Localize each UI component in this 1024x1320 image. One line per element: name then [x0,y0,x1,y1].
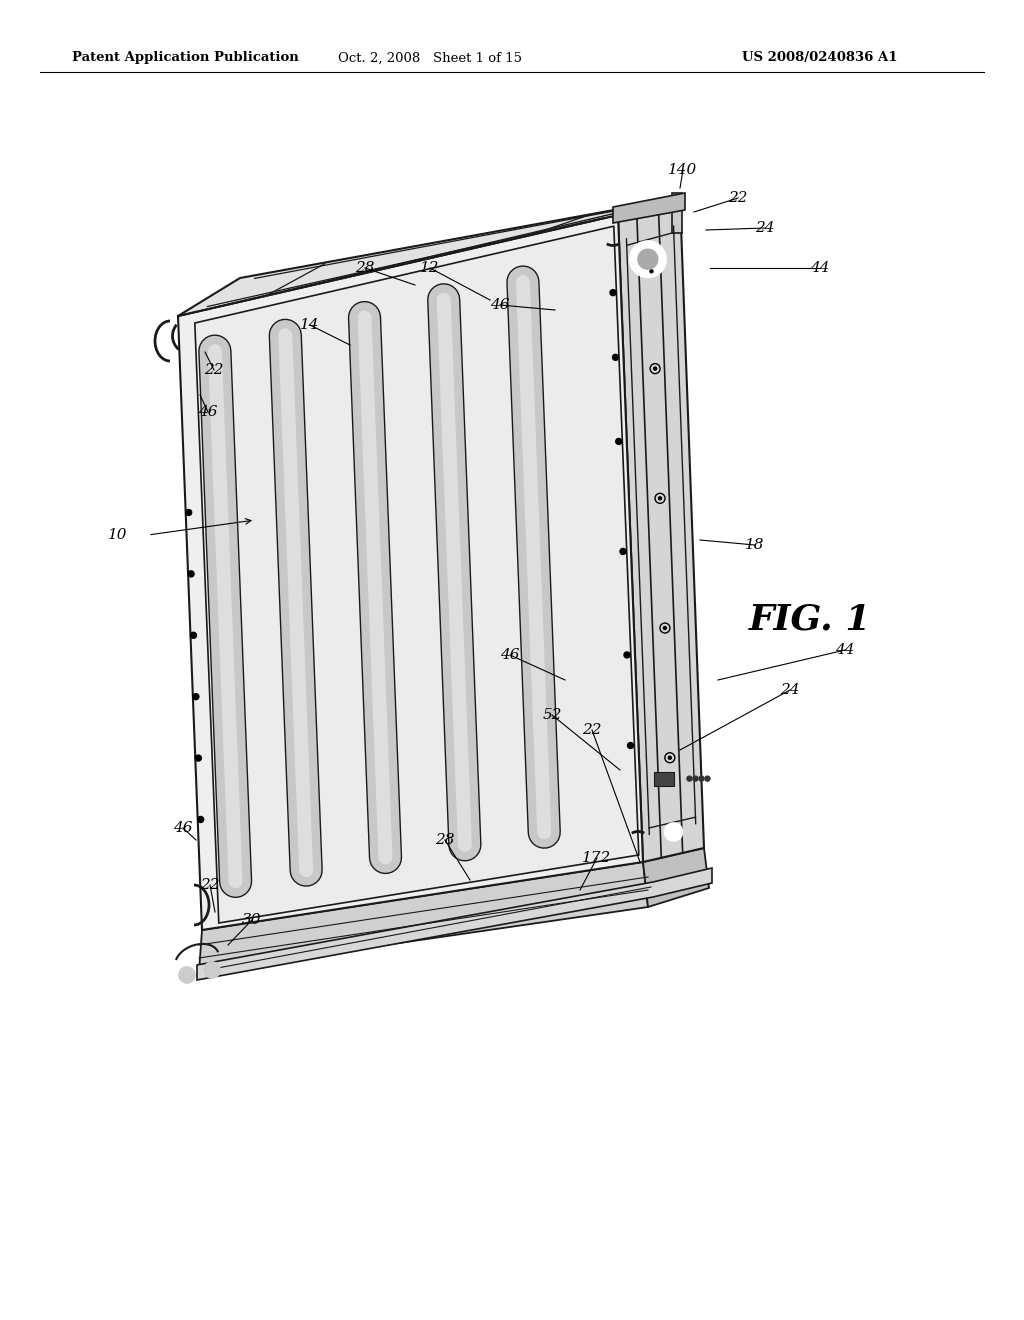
Text: 52: 52 [543,708,562,722]
Text: 10: 10 [109,528,128,543]
Bar [654,772,675,785]
Text: 46: 46 [490,298,510,312]
Circle shape [612,354,618,360]
Text: US 2008/0240836 A1: US 2008/0240836 A1 [742,51,898,65]
Circle shape [193,694,199,700]
Circle shape [669,756,672,759]
Text: 44: 44 [810,261,829,275]
Circle shape [185,510,191,516]
Circle shape [610,289,616,296]
Circle shape [615,438,622,445]
Text: 28: 28 [355,261,375,275]
Polygon shape [618,198,705,862]
Text: 24: 24 [756,220,775,235]
Polygon shape [178,215,643,931]
Circle shape [188,570,195,577]
Polygon shape [178,198,680,315]
Polygon shape [643,847,709,907]
Circle shape [653,367,656,370]
Circle shape [638,249,657,269]
Circle shape [198,817,204,822]
Circle shape [664,627,667,630]
Text: 22: 22 [204,363,224,378]
Circle shape [665,822,683,841]
Polygon shape [197,869,712,979]
Circle shape [658,496,662,500]
Text: 46: 46 [173,821,193,836]
Circle shape [650,269,653,273]
Text: 22: 22 [201,878,220,892]
Circle shape [624,652,630,657]
Text: 22: 22 [728,191,748,205]
Text: 18: 18 [745,539,765,552]
Circle shape [190,632,197,639]
Polygon shape [613,193,685,223]
Circle shape [204,962,220,978]
Text: 12: 12 [420,261,439,275]
Text: FIG. 1: FIG. 1 [749,603,871,638]
Text: 46: 46 [199,405,218,418]
Text: 30: 30 [243,913,262,927]
Polygon shape [195,226,639,923]
Text: Oct. 2, 2008   Sheet 1 of 15: Oct. 2, 2008 Sheet 1 of 15 [338,51,522,65]
Text: 140: 140 [669,162,697,177]
Circle shape [693,776,698,781]
Polygon shape [672,193,682,234]
Text: 172: 172 [583,851,611,865]
Circle shape [705,776,710,781]
Text: 46: 46 [501,648,520,663]
Polygon shape [199,862,648,972]
Circle shape [179,968,195,983]
Circle shape [699,776,703,781]
Text: 44: 44 [836,643,855,657]
Circle shape [630,242,666,277]
Text: 14: 14 [300,318,319,333]
Circle shape [196,755,202,762]
Text: 22: 22 [583,723,602,737]
Text: 24: 24 [780,682,800,697]
Circle shape [687,776,692,781]
Text: 28: 28 [435,833,455,847]
Circle shape [620,548,626,554]
Circle shape [628,743,634,748]
Text: Patent Application Publication: Patent Application Publication [72,51,299,65]
